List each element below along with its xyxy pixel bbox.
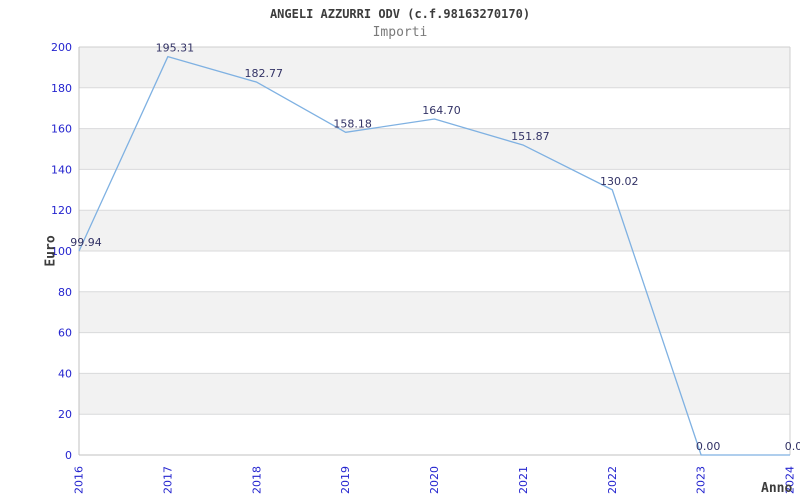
y-tick-label: 140 — [51, 163, 72, 176]
data-point-label: 99.94 — [70, 236, 102, 249]
y-axis-title: Euro — [43, 235, 59, 267]
y-tick-label: 160 — [51, 123, 72, 136]
x-tick-label: 2022 — [606, 466, 619, 494]
data-point-label: 0.00 — [696, 440, 721, 453]
x-tick-label: 2024 — [784, 466, 797, 494]
y-tick-label: 100 — [51, 245, 72, 258]
data-point-label: 195.31 — [156, 42, 195, 55]
data-point-label: 151.87 — [511, 130, 550, 143]
x-tick-label: 2016 — [73, 466, 86, 494]
y-tick-label: 0 — [65, 449, 72, 462]
y-tick-label: 180 — [51, 82, 72, 95]
data-point-label: 130.02 — [600, 175, 639, 188]
chart-title: ANGELI AZZURRI ODV (c.f.98163270170) — [269, 7, 531, 21]
chart-subtitle: Importi — [372, 25, 428, 40]
plot-band — [79, 332, 790, 374]
data-point-label: 164.70 — [422, 104, 461, 117]
data-point-label: 158.18 — [333, 117, 372, 130]
y-tick-label: 20 — [58, 408, 72, 421]
data-line — [78, 55, 790, 456]
x-tick-label: 2023 — [695, 466, 708, 494]
y-tick-label: 40 — [58, 367, 72, 380]
plot-band — [79, 414, 790, 455]
y-tick-label: 120 — [51, 204, 72, 217]
y-tick-label: 60 — [58, 327, 72, 340]
plot-band — [79, 251, 790, 292]
plot-band — [79, 128, 790, 170]
x-tick-label: 2020 — [428, 466, 441, 494]
y-tick-label: 80 — [58, 286, 72, 299]
x-tick-label: 2021 — [517, 466, 530, 494]
x-tick-label: 2019 — [339, 466, 352, 494]
y-tick-label: 200 — [51, 41, 72, 54]
data-point-label: 182.77 — [245, 67, 284, 80]
plot-band — [79, 210, 790, 251]
plot-band — [79, 87, 790, 129]
plot-band — [79, 169, 790, 211]
data-point-label: 0.00 — [785, 440, 800, 453]
x-tick-label: 2018 — [250, 466, 263, 494]
plot-band — [79, 373, 790, 415]
plot-band — [79, 291, 790, 333]
x-axis-title: Anno — [761, 481, 793, 496]
plot-band — [79, 47, 790, 88]
x-tick-label: 2017 — [161, 466, 174, 494]
